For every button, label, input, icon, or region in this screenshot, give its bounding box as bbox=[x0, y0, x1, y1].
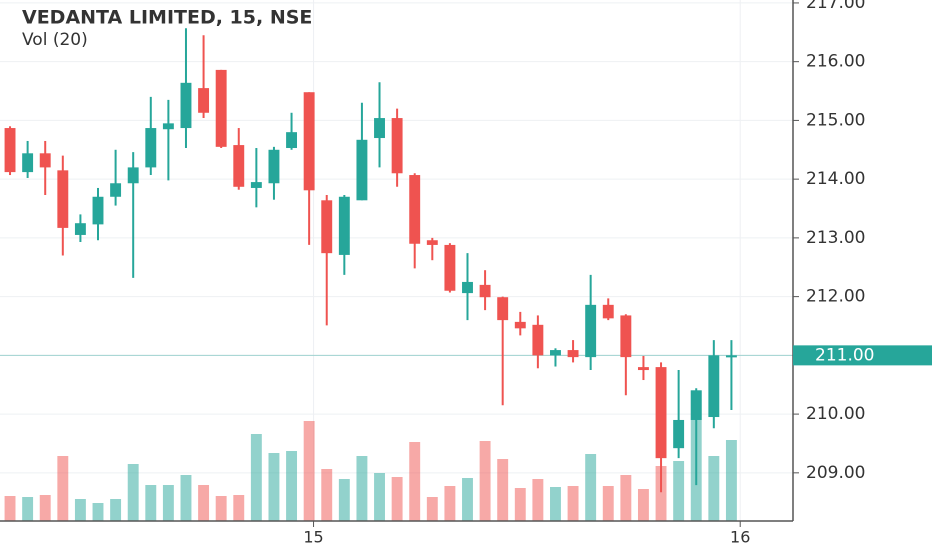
volume-bar bbox=[708, 456, 720, 521]
volume-bar bbox=[602, 486, 614, 521]
candle-body bbox=[637, 367, 649, 371]
candle-body bbox=[268, 149, 280, 184]
candle-body bbox=[514, 321, 526, 329]
candle-body bbox=[602, 304, 614, 319]
candle-body bbox=[391, 118, 403, 174]
candle-body bbox=[497, 297, 509, 321]
volume-bar bbox=[268, 453, 280, 521]
candle-body bbox=[338, 196, 350, 255]
candle-body bbox=[145, 128, 157, 168]
y-tick-label: 209.00 bbox=[806, 463, 865, 483]
volume-bar bbox=[74, 499, 86, 521]
volume-bar bbox=[215, 496, 227, 521]
last-price-badge bbox=[793, 345, 932, 366]
volume-bar bbox=[374, 473, 385, 521]
volume-bar bbox=[162, 485, 174, 521]
candle-body bbox=[303, 92, 315, 191]
volume-bar bbox=[673, 461, 685, 521]
candle-body bbox=[127, 167, 139, 184]
y-tick-label: 212.00 bbox=[806, 287, 865, 307]
y-tick-label: 214.00 bbox=[806, 169, 865, 189]
volume-bar bbox=[303, 421, 315, 521]
volume-bar bbox=[145, 485, 157, 521]
chart-title: VEDANTA LIMITED, 15, NSE bbox=[22, 7, 312, 29]
volume-bar bbox=[180, 475, 192, 521]
candle-body bbox=[39, 153, 51, 168]
candle-body bbox=[180, 82, 192, 129]
candle-body bbox=[444, 244, 456, 291]
candle-body bbox=[690, 390, 702, 420]
candle-body bbox=[57, 170, 69, 228]
volume-bar bbox=[567, 486, 579, 521]
volume-bar bbox=[479, 441, 491, 521]
volume-bar bbox=[233, 495, 245, 521]
candle-body bbox=[374, 118, 385, 139]
candle-body bbox=[620, 315, 632, 358]
volume-bar bbox=[462, 478, 473, 521]
volume-bar bbox=[497, 459, 509, 521]
volume-bar bbox=[356, 456, 368, 521]
candle-body bbox=[198, 88, 210, 113]
volume-bar bbox=[4, 496, 16, 521]
volume-bar bbox=[655, 466, 667, 521]
volume-bar bbox=[22, 497, 34, 521]
candle-body bbox=[74, 223, 86, 235]
candle-body bbox=[673, 419, 685, 449]
volume-bar bbox=[637, 489, 649, 521]
volume-bar bbox=[39, 495, 51, 521]
volume-bar bbox=[338, 479, 350, 521]
candle-body bbox=[655, 367, 667, 459]
candle-body bbox=[462, 281, 473, 294]
candle-body bbox=[426, 240, 438, 245]
candle-body bbox=[286, 132, 298, 149]
candle-body bbox=[708, 355, 720, 418]
candle-body bbox=[550, 350, 561, 356]
volume-bar bbox=[250, 434, 262, 521]
candle-body bbox=[4, 128, 16, 173]
candle-body bbox=[215, 69, 227, 147]
candle-body bbox=[250, 182, 262, 188]
volume-bar bbox=[444, 486, 456, 521]
candle-body bbox=[725, 355, 737, 358]
volume-bar bbox=[127, 464, 139, 521]
y-tick-label: 217.00 bbox=[806, 0, 865, 13]
volume-bar bbox=[92, 503, 104, 521]
candle-body bbox=[92, 196, 104, 225]
volume-bar bbox=[198, 485, 210, 521]
y-tick-label: 213.00 bbox=[806, 228, 865, 248]
candle-body bbox=[162, 123, 174, 130]
x-tick-label: 16 bbox=[730, 528, 750, 547]
volume-bar bbox=[550, 487, 561, 521]
volume-bar bbox=[110, 499, 122, 521]
candle-body bbox=[409, 175, 421, 244]
last-price-label: 211.00 bbox=[815, 345, 874, 365]
candle-body bbox=[110, 183, 122, 197]
volume-bar bbox=[409, 442, 421, 521]
chart-subtitle: Vol (20) bbox=[22, 30, 88, 50]
candle-body bbox=[479, 284, 491, 298]
volume-bar bbox=[286, 451, 298, 521]
volume-bar bbox=[391, 477, 403, 521]
volume-bar bbox=[321, 469, 333, 521]
volume-bar bbox=[426, 497, 438, 521]
candle-body bbox=[356, 139, 368, 201]
candle-body bbox=[567, 350, 579, 358]
x-tick-label: 15 bbox=[303, 528, 323, 547]
volume-bar bbox=[620, 475, 632, 521]
volume-bar bbox=[532, 479, 544, 521]
candle-body bbox=[585, 304, 597, 358]
volume-bar bbox=[585, 454, 597, 521]
y-tick-label: 215.00 bbox=[806, 110, 865, 130]
candle-body bbox=[233, 145, 245, 187]
volume-bar bbox=[514, 488, 526, 521]
candle-body bbox=[321, 200, 333, 254]
candle-body bbox=[22, 153, 34, 173]
volume-bar bbox=[725, 440, 737, 521]
candle-body bbox=[532, 324, 544, 356]
y-tick-label: 216.00 bbox=[806, 52, 865, 72]
volume-bar bbox=[57, 456, 69, 521]
y-tick-label: 210.00 bbox=[806, 404, 865, 424]
